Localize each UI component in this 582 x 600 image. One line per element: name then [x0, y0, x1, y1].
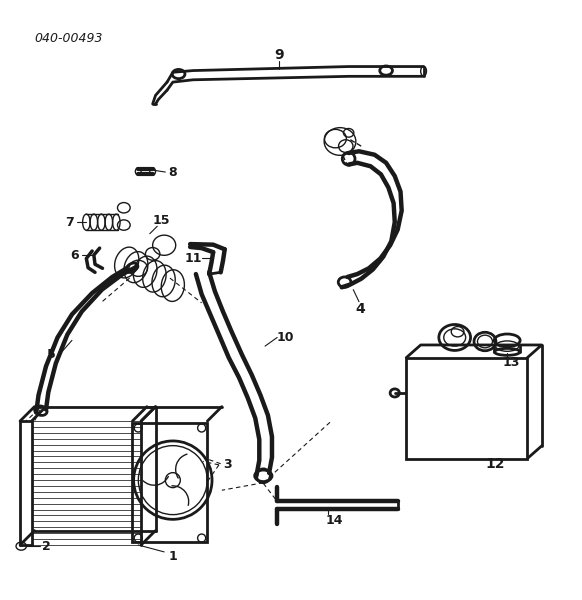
Text: 1: 1 [168, 550, 177, 563]
Text: 4: 4 [355, 302, 365, 316]
Text: 12: 12 [486, 457, 505, 471]
Text: 7: 7 [65, 215, 73, 229]
Text: 11: 11 [184, 252, 202, 265]
Text: 5: 5 [47, 348, 56, 361]
Bar [133, 423, 207, 542]
Text: 9: 9 [275, 48, 284, 62]
Text: 8: 8 [169, 166, 177, 179]
Bar [406, 358, 527, 458]
Circle shape [165, 473, 180, 488]
Text: 14: 14 [325, 514, 343, 527]
Text: 2: 2 [42, 539, 51, 553]
Text: 040-00493: 040-00493 [34, 32, 103, 45]
Text: 13: 13 [502, 356, 520, 369]
Text: 15: 15 [152, 214, 170, 227]
Text: 3: 3 [223, 458, 232, 472]
Text: 10: 10 [276, 331, 294, 344]
Text: 6: 6 [70, 248, 79, 262]
